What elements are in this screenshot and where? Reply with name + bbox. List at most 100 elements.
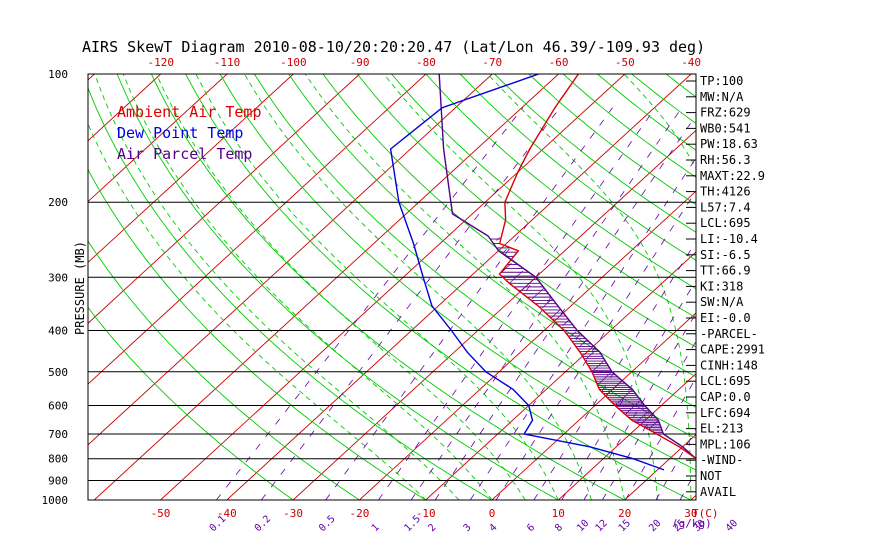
cape-hatch (635, 410, 649, 423)
bottom-temp-tick: -30 (283, 507, 303, 520)
mixing-ratio-label: 0.5 (317, 514, 338, 535)
mixing-ratio-label: 4 (487, 522, 499, 534)
bottom-temp-tick: -40 (217, 507, 237, 520)
index-value: CINH:148 (700, 358, 758, 372)
dewpoint-line (389, 74, 665, 471)
dry-adiabat-line (391, 74, 696, 319)
isotherm-line (0, 74, 28, 500)
moist-adiabat-line (155, 74, 526, 500)
isotherm-line (359, 190, 696, 500)
mixing-ratio-line (733, 108, 870, 500)
isotherm-line (88, 74, 360, 324)
cape-hatch (521, 278, 535, 291)
temp-unit-label: T(C) (692, 507, 719, 520)
bottom-temp-tick: 30 (684, 507, 697, 520)
axis-layer: 1002003004005006007008009001000PRESSURE … (42, 56, 741, 534)
index-value: KI:318 (700, 279, 743, 293)
cape-hatch (570, 331, 577, 338)
index-value: EL:213 (700, 422, 743, 436)
dry-adiabat-line (494, 74, 696, 233)
cape-hatch (509, 270, 524, 284)
legend-entry: Air Parcel Temp (117, 145, 252, 163)
dry-adiabat-line (459, 74, 696, 261)
top-temp-tick: -40 (681, 56, 701, 69)
moist-adiabat-line (94, 74, 460, 500)
moist-adiabat-line (487, 74, 692, 500)
cape-hatch (562, 319, 570, 327)
index-value: LCL:695 (700, 374, 751, 388)
mixing-ratio-label: 0.2 (253, 514, 274, 535)
moist-adiabat-line (88, 122, 427, 500)
pressure-tick-label: 300 (48, 271, 68, 284)
index-value: L57:7.4 (700, 200, 751, 214)
index-value: CAPE:2991 (700, 343, 765, 357)
mixing-ratio-label: 10 (575, 518, 591, 534)
mixing-ratio-label: 15 (617, 518, 633, 534)
dry-adiabat-line (356, 74, 696, 348)
chart-title: AIRS SkewT Diagram 2010-08-10/20:20:20.4… (82, 38, 705, 56)
cape-hatch (648, 420, 659, 430)
top-temp-tick: -90 (350, 56, 370, 69)
legend: Ambient Air Temp Dew Point Temp Air Parcel… (117, 103, 262, 163)
mixing-ratio-line (434, 114, 696, 500)
dry-adiabat-line (425, 74, 696, 290)
mixing-ratio-label: 20 (647, 518, 663, 534)
pressure-axis-label: PRESSURE (MB) (73, 241, 87, 335)
index-value: AVAIL (700, 485, 736, 499)
moist-adiabat-line (244, 74, 592, 500)
index-value: MW:N/A (700, 90, 744, 104)
index-value: TT:66.9 (700, 264, 751, 278)
bottom-temp-tick: 10 (552, 507, 565, 520)
isotherm-line (557, 373, 696, 500)
index-value: MPL:106 (700, 437, 751, 451)
dry-adiabat-line (88, 240, 360, 500)
isotherm-line (88, 74, 493, 446)
mixing-ratio-label: 6 (525, 522, 537, 534)
isotherm-line (226, 74, 692, 500)
pressure-tick-label: 500 (48, 366, 68, 379)
dry-adiabat-line (88, 86, 493, 500)
isotherm-line (425, 251, 696, 500)
mixing-ratio-line (261, 107, 561, 500)
index-value: SI:-6.5 (700, 248, 751, 262)
cape-hatch (606, 380, 622, 395)
dry-adiabat-line (88, 306, 294, 500)
top-temp-tick: -60 (549, 56, 569, 69)
plot-frame (87, 73, 697, 501)
mixing-ratio-label: 12 (594, 518, 610, 534)
index-value: LCL:695 (700, 216, 751, 230)
mixing-ratio-line (325, 107, 613, 500)
grid-layer (0, 74, 870, 500)
cape-hatch (550, 309, 561, 319)
bottom-temp-tick: -20 (349, 507, 369, 520)
bottom-temp-tick: -50 (151, 507, 171, 520)
pressure-tick-label: 200 (48, 196, 68, 209)
dry-adiabat-line (88, 168, 426, 500)
isotherm-line (88, 74, 294, 263)
mixing-ratio-line (469, 157, 696, 500)
top-temp-tick: -70 (482, 56, 502, 69)
index-value: LI:-10.4 (700, 232, 758, 246)
index-value: NOT (700, 469, 722, 483)
ambient-temp-line (498, 74, 696, 460)
isotherm-line (160, 74, 626, 500)
index-value: -PARCEL- (700, 327, 758, 341)
isotherm-line (88, 74, 228, 203)
top-temp-tick: -110 (214, 56, 241, 69)
index-value: -WIND- (700, 453, 743, 467)
pressure-tick-label: 900 (48, 475, 68, 488)
bottom-temp-tick: 20 (618, 507, 631, 520)
cape-hatch (598, 372, 612, 385)
index-value: PW:18.63 (700, 137, 758, 151)
isotherm-line (757, 74, 870, 500)
index-value: TH:4126 (700, 185, 751, 199)
index-value: CAP:0.0 (700, 390, 751, 404)
pressure-tick-label: 600 (48, 399, 68, 412)
top-temp-tick: -100 (280, 56, 307, 69)
cape-hatch (625, 400, 640, 414)
mixing-ratio-line (216, 107, 524, 500)
dry-adiabat-line (288, 74, 696, 408)
mixing-ratio-line (561, 279, 696, 500)
